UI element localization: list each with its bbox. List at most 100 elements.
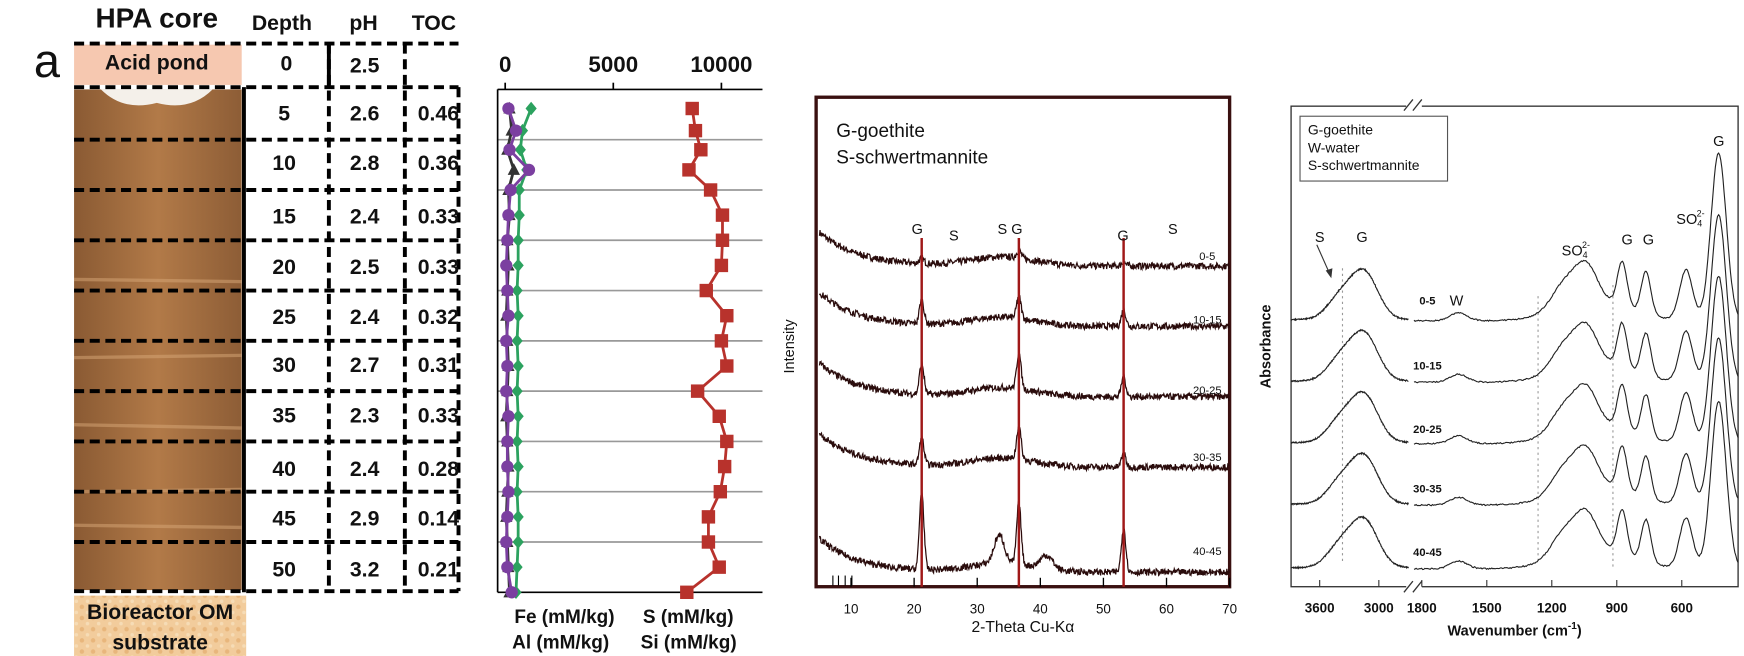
point	[507, 163, 520, 175]
point	[512, 359, 524, 373]
ph: 2.6	[350, 103, 380, 126]
peak-label-part: G	[1643, 232, 1654, 248]
point	[500, 384, 513, 398]
peak-label-part: SO	[1562, 243, 1583, 259]
peak-label: W	[1450, 294, 1464, 310]
sample-label: 30-35	[1193, 452, 1222, 464]
sample-label: 10-15	[1193, 315, 1222, 327]
point	[715, 233, 730, 247]
peak-label: G	[1643, 232, 1654, 248]
point	[714, 258, 729, 273]
x-tick-label: 1800	[1407, 601, 1437, 616]
point	[511, 334, 523, 348]
ftir-trace	[1413, 275, 1739, 445]
point	[712, 560, 726, 574]
depth: 40	[272, 458, 296, 481]
header: Depth	[252, 12, 312, 35]
ph: 2.9	[350, 507, 380, 530]
peak-label-part: G	[1622, 232, 1633, 248]
x-axis-label-part: )	[1577, 623, 1582, 639]
xrd-trace	[818, 353, 1230, 402]
point	[500, 535, 513, 549]
peak-label-part: 2-	[1697, 209, 1705, 219]
sample-label: 0-5	[1199, 251, 1215, 263]
header: pH	[349, 12, 377, 35]
depth: 35	[272, 404, 296, 427]
point	[501, 561, 514, 574]
sample-label: 10-15	[1413, 361, 1442, 373]
depth: 10	[272, 152, 296, 175]
x-axis-label-part: -1	[1568, 620, 1577, 631]
peak-label-part: S	[1315, 230, 1325, 246]
legend-entry: S-schwertmannite	[836, 148, 988, 169]
ftir-legend-box	[1299, 115, 1449, 182]
point	[509, 124, 523, 137]
sample-label: 20-25	[1193, 385, 1222, 397]
axis-break	[1406, 578, 1422, 597]
point	[713, 485, 728, 499]
point	[512, 409, 524, 423]
x-tick-label: 600	[1671, 601, 1693, 616]
x-tick-label: 1200	[1537, 601, 1567, 616]
point	[682, 163, 696, 177]
x-axis-label: 2-Theta Cu-Kα	[971, 619, 1074, 636]
x-tick-label: 50	[1096, 602, 1111, 617]
point	[502, 102, 515, 115]
ph: 2.4	[350, 458, 380, 481]
point	[699, 283, 713, 298]
point	[712, 409, 726, 423]
point	[502, 208, 515, 222]
table-lines	[74, 41, 461, 594]
peak-label: S	[949, 229, 959, 245]
point	[701, 535, 716, 549]
point	[501, 284, 514, 297]
header: TOC	[412, 12, 456, 35]
peak-label: G	[1713, 134, 1724, 150]
x-tick-label: 10	[844, 602, 859, 617]
xrd-trace	[818, 292, 1230, 332]
ftir-trace	[1290, 267, 1409, 322]
point	[694, 143, 708, 157]
point	[714, 334, 729, 348]
point	[720, 309, 734, 323]
point	[512, 233, 524, 247]
y-axis-label: Absorbance	[1258, 304, 1274, 388]
legend-entry: G-goethite	[836, 121, 925, 142]
ftir-guides	[1341, 268, 1614, 570]
point	[511, 283, 523, 298]
point	[501, 460, 514, 473]
x-tick-label: 0	[499, 52, 511, 77]
ph: 2.3	[350, 404, 380, 427]
ftir-trace	[1290, 390, 1409, 445]
x-tick-label: 3000	[1364, 601, 1394, 616]
xrd-trace	[818, 490, 1230, 578]
x-tick-label: 20	[907, 602, 922, 617]
sample-label: 0-5	[1419, 296, 1435, 308]
legend-entry: W-water	[1308, 139, 1360, 155]
sample-label: 20-25	[1413, 424, 1442, 436]
ftir-trace	[1413, 337, 1739, 507]
acid-pond: Acid pond	[105, 51, 209, 74]
ftir-trace	[1290, 515, 1409, 570]
peak-label: G	[912, 222, 923, 238]
x-tick-label: 70	[1222, 602, 1237, 617]
point	[512, 309, 524, 323]
x-tick-label: 30	[970, 602, 985, 617]
ftir-trace	[1413, 213, 1739, 384]
ftir-trace	[1290, 328, 1409, 383]
point	[511, 434, 523, 449]
point	[503, 143, 516, 156]
legend-entry: Si (mM/kg)	[641, 633, 737, 654]
ftir-trace	[1290, 451, 1409, 506]
legend-entry: S (mM/kg)	[643, 607, 734, 628]
ph: 2.5	[350, 256, 380, 279]
toc: 0.31	[418, 354, 459, 377]
x-axis-label: Wavenumber (cm-1)	[1447, 620, 1581, 639]
peak-label-part: G	[1356, 230, 1367, 246]
toc: 0.33	[418, 256, 459, 279]
point	[511, 485, 523, 499]
x-tick-label: 5000	[588, 52, 638, 77]
point	[703, 183, 718, 197]
point	[522, 163, 536, 177]
peak-label-part: SO	[1676, 212, 1697, 228]
